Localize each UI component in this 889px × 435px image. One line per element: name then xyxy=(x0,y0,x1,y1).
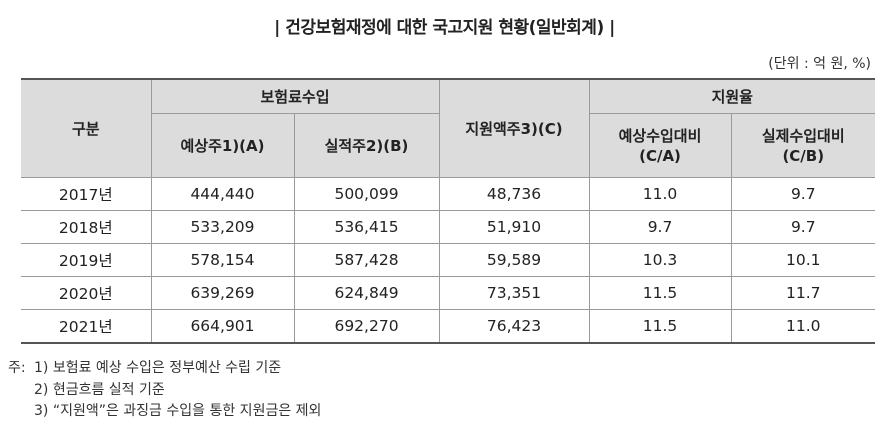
cell-rate-actual: 9.7 xyxy=(730,210,876,244)
footnotes: 주: 1) 보험료 예상 수입은 정부예산 수립 기준 2) 현금흐름 실적 기준… xyxy=(8,358,321,423)
footnote-text: 1) 보험료 예상 수입은 정부예산 수립 기준 xyxy=(34,360,282,376)
cell-year: 2021년 xyxy=(21,309,152,344)
footnote-3: 3) “지원액”은 과징금 수입을 통한 지원금은 제외 xyxy=(8,401,321,423)
header-row-1: 구분 보험료수입 지원액주3)(C) 지원율 xyxy=(21,78,876,178)
footnote-1: 주: 1) 보험료 예상 수입은 정부예산 수립 기준 xyxy=(8,358,321,380)
cell-expected: 578,154 xyxy=(150,243,295,277)
cell-rate-expected: 9.7 xyxy=(588,210,732,244)
cell-actual: 624,849 xyxy=(293,276,440,310)
cell-rate-actual: 9.7 xyxy=(730,177,876,211)
header-rate-expected-line1: 예상수입대비 xyxy=(618,126,702,145)
header-rate-actual-line2: (C/B) xyxy=(782,146,825,165)
cell-support: 76,423 xyxy=(438,309,590,344)
cell-rate-actual: 10.1 xyxy=(730,243,876,277)
cell-rate-actual: 11.7 xyxy=(730,276,876,310)
cell-rate-expected: 10.3 xyxy=(588,243,732,277)
table-row: 2021년 664,901 692,270 76,423 11.5 11.0 xyxy=(21,309,876,344)
cell-expected: 639,269 xyxy=(150,276,295,310)
cell-actual: 536,415 xyxy=(293,210,440,244)
cell-year: 2017년 xyxy=(21,177,152,211)
cell-actual: 692,270 xyxy=(293,309,440,344)
header-rate-expected: 예상수입대비 (C/A) xyxy=(588,113,732,178)
table-title: | 건강보험재정에 대한 국고지원 현황(일반회계) | xyxy=(274,18,615,38)
header-support-amount: 지원액주3)(C) xyxy=(438,78,590,178)
cell-expected: 664,901 xyxy=(150,309,295,344)
cell-support: 73,351 xyxy=(438,276,590,310)
cell-year: 2018년 xyxy=(21,210,152,244)
cell-rate-actual: 11.0 xyxy=(730,309,876,344)
cell-rate-expected: 11.5 xyxy=(588,276,732,310)
footnote-text: 3) “지원액”은 과징금 수입을 통한 지원금은 제외 xyxy=(34,403,322,419)
header-actual: 실적주2)(B) xyxy=(293,113,440,178)
national-subsidy-table: 구분 보험료수입 지원액주3)(C) 지원율 예상주1)(A) 실적주2)(B)… xyxy=(21,78,876,344)
table-row: 2019년 578,154 587,428 59,589 10.3 10.1 xyxy=(21,243,876,277)
header-rate-actual: 실제수입대비 (C/B) xyxy=(730,113,876,178)
header-category: 구분 xyxy=(21,78,152,178)
header-premium-group: 보험료수입 xyxy=(150,78,440,114)
header-rate-group: 지원율 xyxy=(588,78,876,114)
table-row: 2020년 639,269 624,849 73,351 11.5 11.7 xyxy=(21,276,876,310)
cell-expected: 444,440 xyxy=(150,177,295,211)
cell-actual: 500,099 xyxy=(293,177,440,211)
footnote-prefix: 주: xyxy=(8,360,26,376)
unit-label: (단위 : 억 원, %) xyxy=(768,56,871,72)
header-rate-actual-line1: 실제수입대비 xyxy=(761,126,845,145)
cell-support: 51,910 xyxy=(438,210,590,244)
cell-expected: 533,209 xyxy=(150,210,295,244)
header-rate-expected-line2: (C/A) xyxy=(639,146,681,165)
header-expected: 예상주1)(A) xyxy=(151,113,295,178)
cell-support: 59,589 xyxy=(438,243,590,277)
footnote-text: 2) 현금흐름 실적 기준 xyxy=(34,381,165,398)
table-row: 2017년 444,440 500,099 48,736 11.0 9.7 xyxy=(21,177,876,211)
cell-rate-expected: 11.0 xyxy=(588,177,732,211)
footnote-2: 2) 현금흐름 실적 기준 xyxy=(8,380,321,402)
cell-year: 2019년 xyxy=(21,243,152,277)
cell-support: 48,736 xyxy=(438,177,590,211)
cell-year: 2020년 xyxy=(21,276,152,310)
cell-actual: 587,428 xyxy=(293,243,440,277)
table-row: 2018년 533,209 536,415 51,910 9.7 9.7 xyxy=(21,210,876,244)
cell-rate-expected: 11.5 xyxy=(588,309,732,344)
